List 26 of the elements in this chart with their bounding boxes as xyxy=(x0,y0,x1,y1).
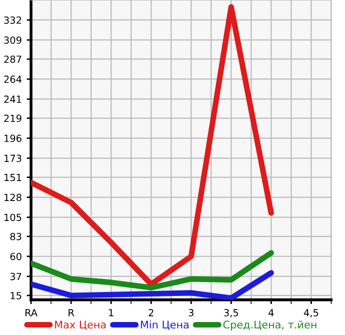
x-tick-label: 3,5 xyxy=(224,309,238,318)
y-tick-label: 151 xyxy=(4,174,22,182)
y-tick-label: 332 xyxy=(4,16,22,24)
y-tick-label: 105 xyxy=(4,214,22,222)
y-tick-label: 60 xyxy=(10,252,22,260)
x-tick-label: 3 xyxy=(188,309,194,316)
legend-label: Сред.Цена, т.йен xyxy=(223,320,316,331)
y-tick-label: 241 xyxy=(4,96,22,103)
y-tick-label: 128 xyxy=(4,194,22,202)
x-tick-label: 2 xyxy=(148,309,154,316)
y-tick-label: 264 xyxy=(4,76,22,83)
y-tick-label: 309 xyxy=(4,36,22,44)
x-tick-label: 1 xyxy=(109,309,114,316)
legend-label: Max Цена xyxy=(55,320,106,330)
legend-label: Min Цена xyxy=(140,320,188,330)
y-tick-label: 37 xyxy=(10,272,22,280)
x-tick-label: 4,5 xyxy=(304,309,318,318)
x-tick-label: R xyxy=(68,309,74,316)
y-tick-label: 219 xyxy=(4,114,22,122)
y-tick-label: 196 xyxy=(4,134,22,142)
x-tick-label: RA xyxy=(25,309,38,316)
y-tick-label: 173 xyxy=(4,154,22,162)
x-tick-label: 4 xyxy=(268,309,274,316)
y-tick-label: 15 xyxy=(10,292,22,300)
y-tick-label: 83 xyxy=(10,232,22,240)
y-tick-label: 287 xyxy=(4,56,22,63)
